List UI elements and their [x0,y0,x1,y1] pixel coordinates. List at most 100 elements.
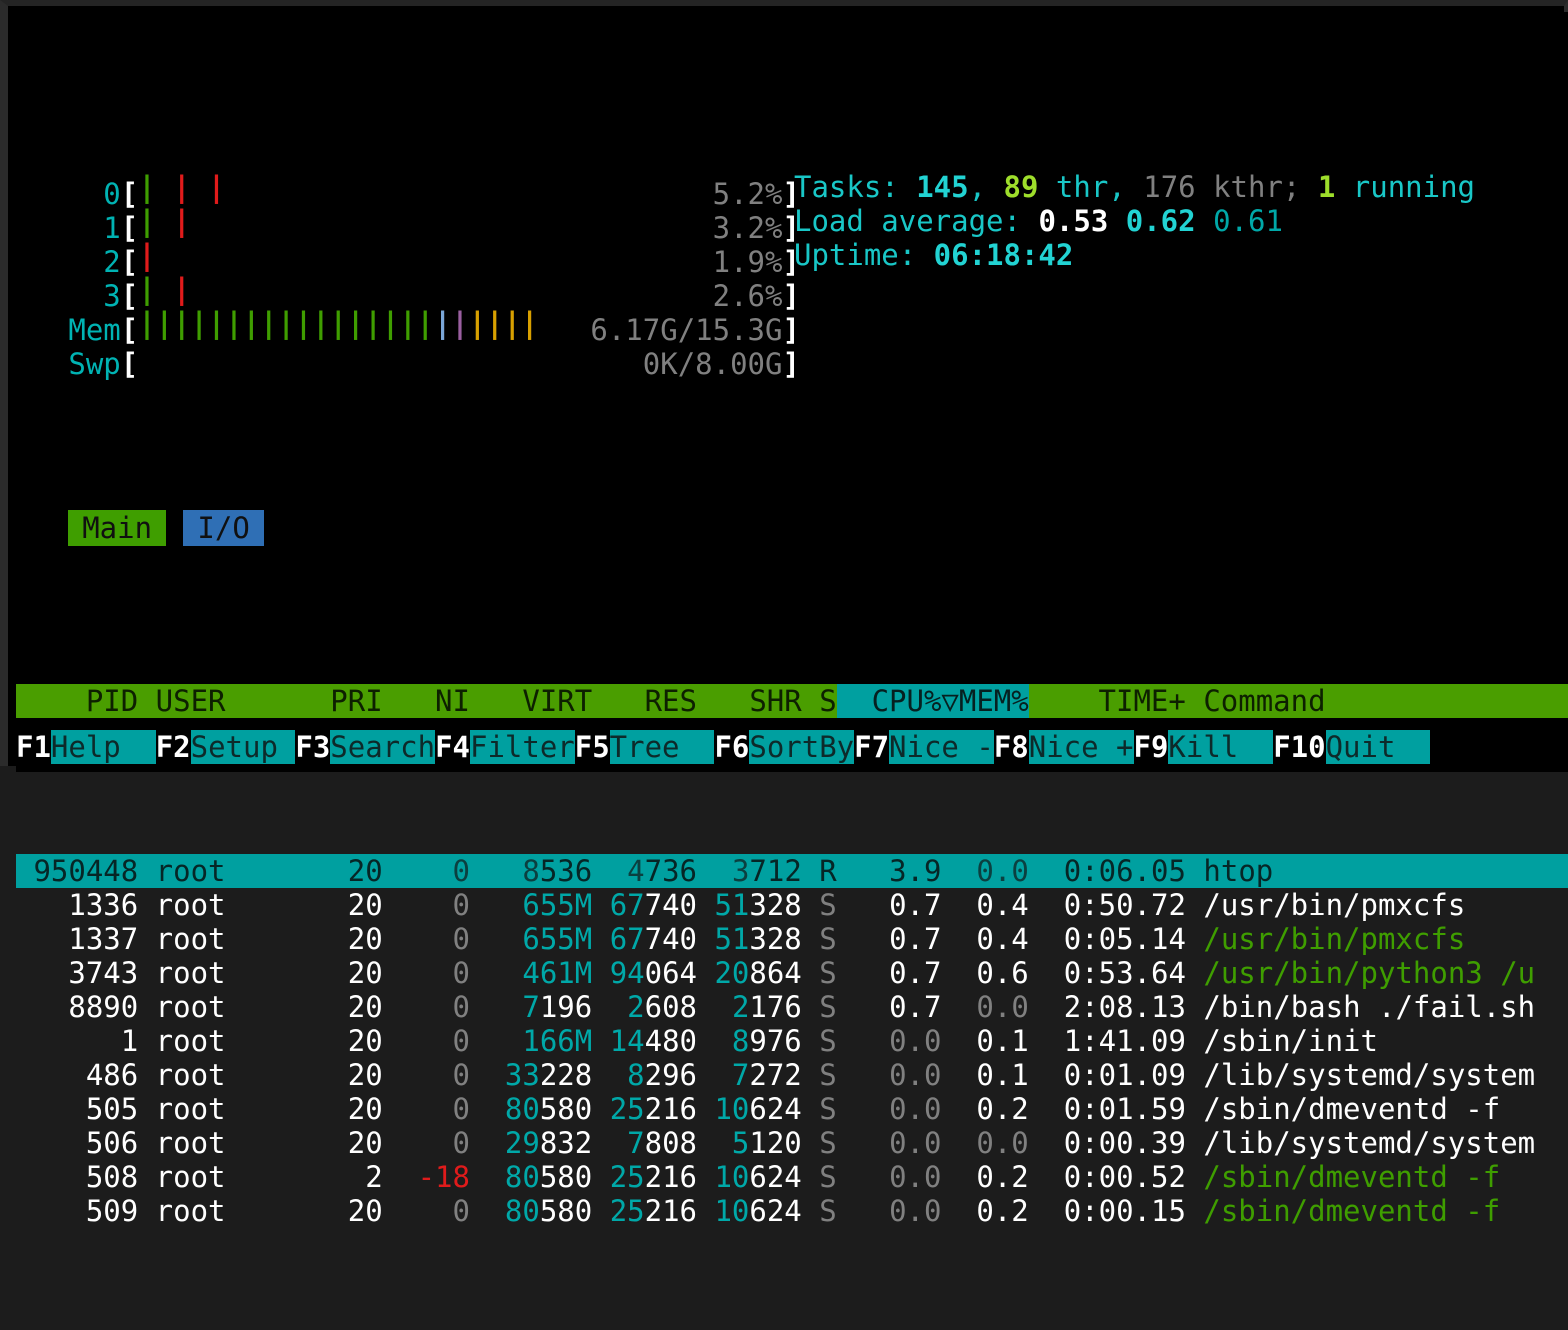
mem-value-low: 736 [644,854,698,888]
table-row[interactable]: 508 root 2 -18 80580 25216 10624 S 0.0 0… [16,1160,1568,1194]
mem-value-low: 328 [749,922,802,956]
meter-tick [416,340,433,374]
cell-state: S [801,888,837,922]
cell-mem: 0.6 [941,956,1029,990]
meter-tick [399,272,416,306]
fkey-label-quit[interactable]: Quit [1325,730,1431,764]
table-row[interactable]: 950448 root 20 0 8536 4736 3712 R 3.9 0.… [16,854,1568,888]
fkey-label-kill[interactable]: Kill [1168,730,1274,764]
cell-pri: 20 [312,990,383,1024]
fkey-label-setup[interactable]: Setup [190,730,296,764]
fkey-label-help[interactable]: Help [50,730,156,764]
meter-tick [538,238,555,272]
meter-value-mem: 6.17G/15.3G [590,313,783,347]
column-header-pri[interactable]: PRI [312,684,383,718]
column-header-command[interactable]: Command [1185,684,1326,718]
htop-screen: 0[| | | 5.2%] Tasks: 145, 89 thr, 176 kth… [16,12,1568,1228]
meter-tick [243,340,260,374]
meter-row: Swp[ 0K/8.00G] [16,340,1568,381]
mem-value-high: 67 [609,922,645,956]
fkey-label-search[interactable]: Search [330,730,436,764]
tab-main[interactable]: Main [68,510,167,546]
process-list[interactable]: 950448 root 20 0 8536 4736 3712 R 3.9 0.… [16,854,1568,1228]
column-header-pid[interactable]: PID [16,684,139,718]
cell-time: 0:00.52 [1028,1160,1186,1194]
meter-value-swp: 0K/8.00G [590,347,783,381]
table-row[interactable]: 1337 root 20 0 655M 67740 51328 S 0.7 0.… [16,922,1568,956]
meter-tick: | [329,306,347,340]
fkey-number-f7[interactable]: F7 [854,730,890,764]
cell-mem: 0.2 [941,1194,1029,1228]
column-header-time[interactable]: TIME+ [1028,684,1186,718]
column-header-user[interactable]: USER [138,684,313,718]
table-row[interactable]: 505 root 20 0 80580 25216 10624 S 0.0 0.… [16,1092,1568,1126]
table-header-row[interactable]: PID USER PRI NI VIRT RES SHR S CPU%▽MEM%… [16,684,1568,718]
cell-cpu: 0.7 [836,990,942,1024]
cell-shr: 3712 [697,854,802,888]
meter-bar-0: | | | [138,170,590,211]
table-row[interactable]: 1 root 20 0 166M 14480 8976 S 0.0 0.1 1:… [16,1024,1568,1058]
cell-time: 2:08.13 [1028,990,1186,1024]
column-header-state[interactable]: S [801,684,837,718]
cell-pid: 950448 [16,854,139,888]
meter-tick [138,340,155,374]
column-header-res[interactable]: RES [592,684,697,718]
fkey-number-f3[interactable]: F3 [295,730,331,764]
column-header-cpu[interactable]: CPU%▽MEM% [836,684,1029,718]
meter-tick [503,340,520,374]
fkey-number-f2[interactable]: F2 [155,730,191,764]
meter-tick [190,238,207,272]
fkey-number-f10[interactable]: F10 [1273,730,1326,764]
meter-bracket-close: ] [782,313,800,347]
tab-i-o[interactable]: I/O [183,510,264,546]
cell-state: S [801,1092,837,1126]
fkey-number-f8[interactable]: F8 [993,730,1029,764]
table-row[interactable]: 3743 root 20 0 461M 94064 20864 S 0.7 0.… [16,956,1568,990]
meter-tick [330,340,347,374]
fkey-number-f1[interactable]: F1 [16,730,51,764]
function-key-bar[interactable]: F1Help F2Setup F3SearchF4FilterF5Tree F6… [16,728,1568,766]
meter-tick: | [486,306,504,340]
meter-tick [295,340,312,374]
meter-bar-mem: ||||||||||||||||||||||| [138,306,590,347]
mem-value-low: 216 [644,1194,697,1228]
meter-tick: | [520,306,539,340]
cell-shr: 8976 [697,1024,802,1058]
mem-value-high: 94 [609,956,645,990]
table-row[interactable]: 1336 root 20 0 655M 67740 51328 S 0.7 0.… [16,888,1568,922]
cell-virt: 166M [470,1024,592,1058]
column-header-virt[interactable]: VIRT [469,684,593,718]
fkey-number-f5[interactable]: F5 [574,730,610,764]
table-row[interactable]: 506 root 20 0 29832 7808 5120 S 0.0 0.0 … [16,1126,1568,1160]
meter-tick [156,340,173,374]
meter-tick [538,340,555,374]
fkey-label-filter[interactable]: Filter [469,730,575,764]
meter-tick [399,170,416,204]
meter-tick [208,204,225,238]
meter-area: 0[| | | 5.2%] Tasks: 145, 89 thr, 176 kth… [16,148,1568,381]
cell-nice: 0 [382,888,470,922]
column-header-shr[interactable]: SHR [696,684,802,718]
meter-tick: | [138,170,156,204]
screen-tabs[interactable]: Main I/O [16,510,1568,548]
fkey-number-f9[interactable]: F9 [1133,730,1169,764]
mem-value-high: 5 [731,1126,750,1160]
table-row[interactable]: 486 root 20 0 33228 8296 7272 S 0.0 0.1 … [16,1058,1568,1092]
mem-value-low: 536 [539,854,593,888]
fkey-label-tree[interactable]: Tree [609,730,715,764]
cell-command: /sbin/dmeventd -f [1185,1194,1501,1228]
fkey-label-nice--[interactable]: Nice - [889,730,994,764]
table-row[interactable]: 8890 root 20 0 7196 2608 2176 S 0.7 0.0 … [16,990,1568,1024]
fkey-label-sortby[interactable]: SortBy [749,730,855,764]
cell-command: /sbin/dmeventd -f [1185,1160,1501,1194]
column-header-ni[interactable]: NI [382,684,470,718]
meter-tick [190,204,207,238]
fkey-number-f6[interactable]: F6 [714,730,750,764]
mem-value-high: 655M [522,922,593,956]
meter-tick [295,238,312,272]
table-row[interactable]: 509 root 20 0 80580 25216 10624 S 0.0 0.… [16,1194,1568,1228]
fkey-number-f4[interactable]: F4 [435,730,470,764]
meter-tick [330,170,347,204]
fkey-label-nice--[interactable]: Nice + [1028,730,1134,764]
meter-label-0: 0 [16,177,121,211]
